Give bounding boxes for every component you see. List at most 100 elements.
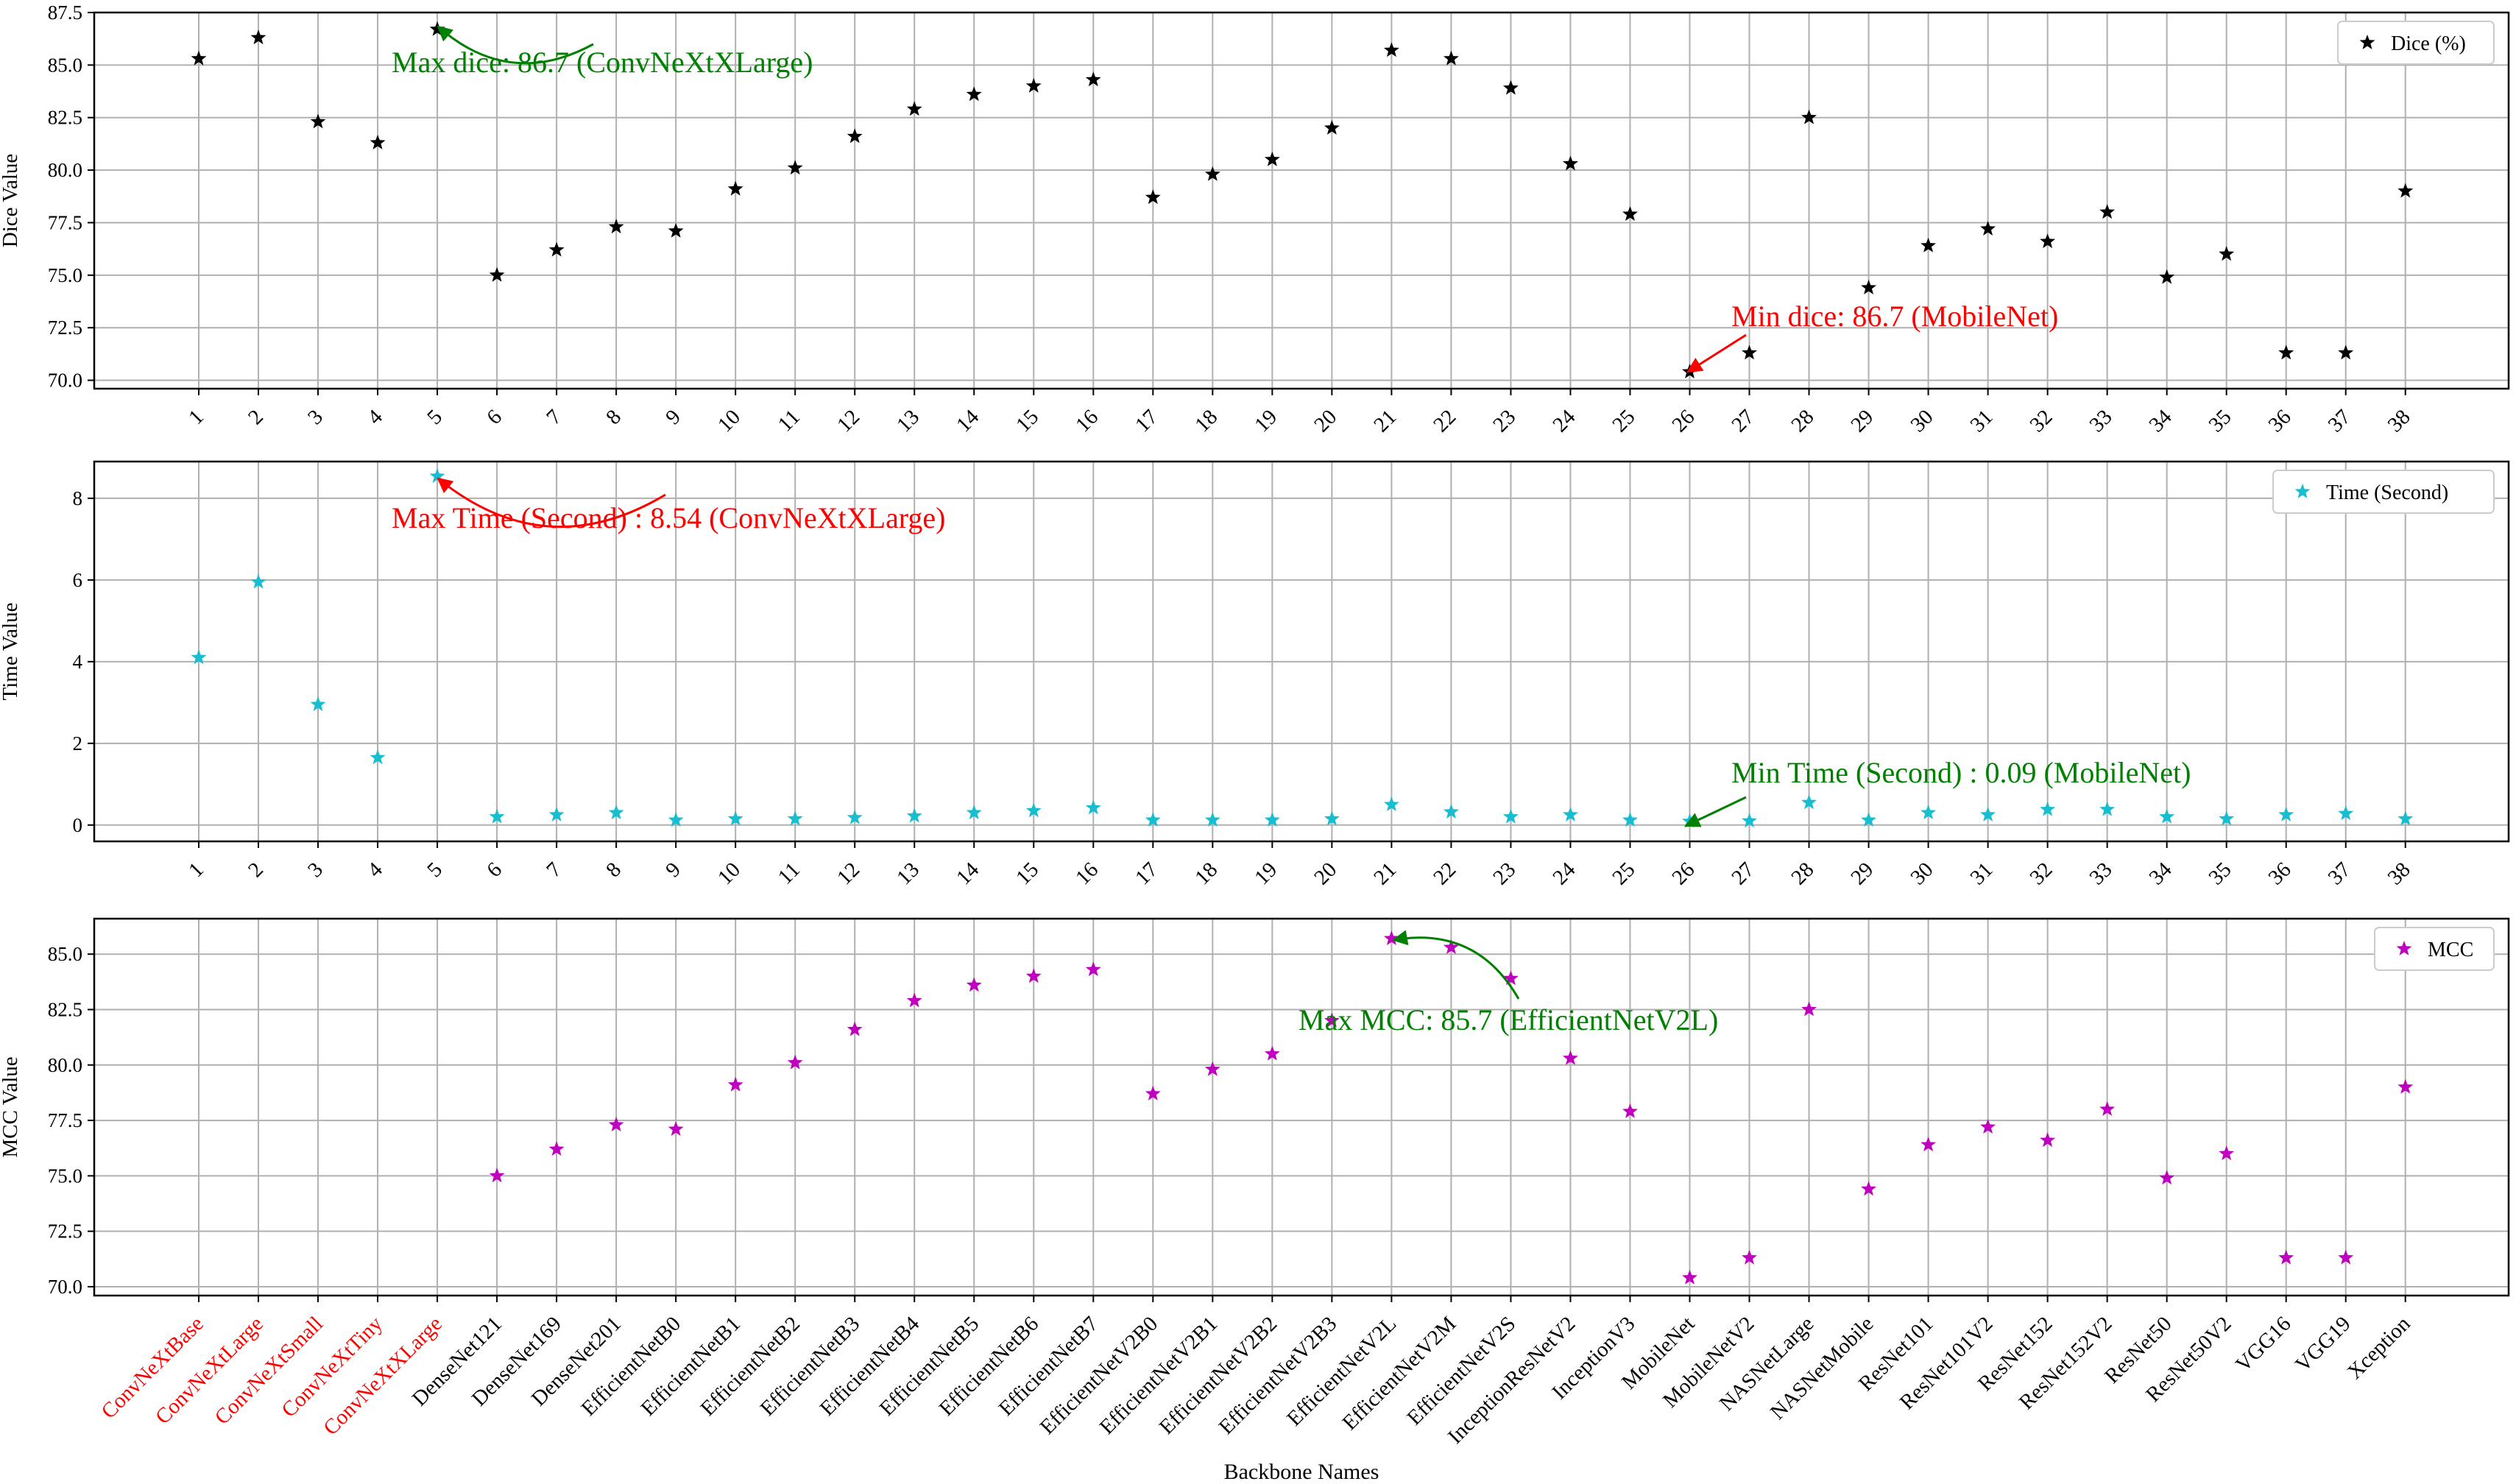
x-tick-label: 11 (774, 405, 805, 436)
x-tick-label: 34 (2144, 858, 2176, 889)
x-tick-label: 3 (303, 858, 328, 882)
data-point (1085, 71, 1101, 87)
data-point (2219, 246, 2235, 261)
data-point (787, 1054, 803, 1070)
y-tick-label: 82.5 (48, 107, 82, 129)
y-tick-label: 6 (73, 569, 83, 591)
data-point (1563, 155, 1578, 171)
x-tick-label: 25 (1608, 405, 1639, 437)
legend-box (2337, 21, 2495, 65)
y-tick-label: 2 (73, 732, 83, 755)
y-tick-label: 0 (73, 814, 83, 836)
x-tick-label: 23 (1488, 405, 1520, 437)
x-axis-label: Backbone Names (1224, 1460, 1379, 1484)
data-point (2159, 808, 2175, 824)
x-tick-label: EfficientNetV2L (1282, 1312, 1401, 1430)
data-point (1563, 1050, 1578, 1065)
x-tick-label: 30 (1906, 405, 1937, 437)
y-tick-label: 75.0 (48, 264, 82, 286)
x-tick-label: 27 (1727, 405, 1759, 437)
x-tick-label: 13 (892, 405, 924, 437)
legend-marker (2359, 35, 2375, 49)
y-tick-label: 4 (73, 651, 83, 673)
data-point (2338, 805, 2354, 821)
x-tick-label: 21 (1369, 405, 1401, 437)
legend-marker (2396, 941, 2412, 955)
data-point (608, 219, 624, 234)
data-point (2099, 801, 2116, 816)
x-tick-label: 35 (2204, 405, 2236, 437)
x-tick-label: 38 (2384, 858, 2415, 889)
x-tick-label: ConvNeXtSmall (211, 1312, 328, 1429)
y-tick-label: 87.5 (48, 1, 82, 24)
y-tick-label: 77.5 (48, 1109, 82, 1131)
x-tick-label: 32 (2025, 405, 2057, 437)
y-axis-label: Dice Value (0, 154, 22, 248)
data-point (727, 1076, 743, 1092)
data-point (1742, 344, 1757, 360)
data-point (668, 812, 684, 827)
data-point (548, 1141, 565, 1156)
x-tick-label: 18 (1190, 405, 1222, 437)
x-tick-label: 36 (2264, 858, 2296, 889)
data-point (2397, 810, 2414, 826)
x-tick-label: 12 (833, 405, 864, 437)
data-point (310, 696, 326, 712)
x-tick-label: 33 (2085, 405, 2116, 437)
legend-box (2272, 470, 2495, 514)
annotation-text: Min Time (Second) : 0.09 (MobileNet) (1731, 756, 2191, 789)
x-tick-label: 2 (244, 858, 268, 882)
x-tick-label: 27 (1727, 858, 1759, 889)
data-point (489, 808, 505, 824)
data-point (608, 1117, 624, 1131)
data-point (1622, 812, 1638, 827)
data-point (370, 134, 386, 149)
data-point (1383, 796, 1399, 811)
annotation-text: Max dice: 86.7 (ConvNeXtXLarge) (392, 46, 813, 79)
x-tick-label: 6 (482, 405, 506, 429)
data-point (1324, 810, 1340, 826)
data-point (250, 29, 266, 45)
annotation-text: Min dice: 86.7 (MobileNet) (1731, 300, 2058, 333)
y-tick-label: 72.5 (48, 317, 82, 339)
data-point (2099, 204, 2116, 219)
dice-panel: 70.072.575.077.580.082.585.087.51 2 3 4 5 6 7 8… (0, 1, 2510, 437)
x-tick-label: 11 (774, 858, 805, 888)
data-point (1980, 221, 1996, 236)
annotation-arrow (1686, 333, 1747, 373)
x-tick-label: 23 (1488, 858, 1520, 889)
data-point (1742, 813, 1757, 828)
axes-frame (93, 11, 2510, 390)
data-point (1324, 1012, 1340, 1028)
data-point (2040, 1132, 2056, 1148)
x-tick-label: 2 (244, 405, 268, 429)
x-tick-label: 31 (1965, 858, 1997, 889)
data-point (1920, 1137, 1937, 1152)
data-point (1264, 1045, 1280, 1061)
y-tick-label: 77.5 (48, 211, 82, 233)
x-tick-label: 34 (2144, 405, 2176, 437)
x-tick-label: 33 (2085, 858, 2116, 889)
x-tick-label: 21 (1369, 858, 1401, 889)
x-tick-label: 20 (1310, 405, 1341, 437)
data-point (1502, 970, 1519, 986)
annotation-text: Max MCC: 85.7 (EfficientNetV2L) (1298, 1003, 1718, 1036)
data-point (668, 222, 684, 238)
x-tick-label: ConvNeXtLarge (151, 1312, 268, 1429)
data-point (847, 128, 863, 144)
data-point (548, 806, 565, 822)
x-tick-label: 38 (2384, 405, 2415, 437)
legend-label: Time (Second) (2326, 481, 2448, 504)
data-point (548, 241, 565, 257)
x-tick-label: 28 (1787, 858, 1818, 889)
x-tick-label: 37 (2324, 405, 2356, 437)
x-tick-label: 32 (2025, 858, 2057, 889)
data-point (1980, 1119, 1996, 1134)
data-point (2219, 810, 2235, 826)
data-point (1502, 808, 1519, 824)
data-point (668, 1121, 684, 1137)
data-point (2278, 1249, 2294, 1265)
data-point (727, 180, 743, 196)
data-point (1145, 1085, 1161, 1100)
